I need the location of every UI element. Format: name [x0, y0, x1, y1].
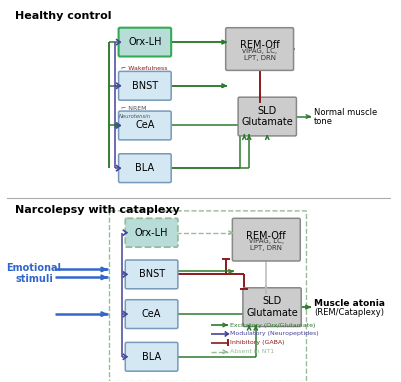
- FancyBboxPatch shape: [119, 71, 171, 100]
- Text: BLA: BLA: [135, 163, 154, 173]
- FancyBboxPatch shape: [232, 218, 300, 261]
- Text: ⌐ Wakefulness: ⌐ Wakefulness: [121, 66, 168, 71]
- FancyBboxPatch shape: [238, 97, 296, 136]
- Text: BNST: BNST: [138, 269, 165, 279]
- Text: Absent in NT1: Absent in NT1: [230, 349, 274, 354]
- Text: Normal muscle: Normal muscle: [314, 108, 377, 117]
- FancyBboxPatch shape: [119, 154, 171, 183]
- Text: ⌐ NREM: ⌐ NREM: [121, 105, 146, 111]
- Text: Modulatory (Neuropeptides): Modulatory (Neuropeptides): [230, 332, 319, 337]
- Text: vlPAG, LC,
LPT, DRN: vlPAG, LC, LPT, DRN: [249, 238, 284, 251]
- Text: Orx-LH: Orx-LH: [135, 228, 168, 238]
- FancyBboxPatch shape: [243, 288, 301, 327]
- FancyBboxPatch shape: [125, 260, 178, 289]
- Text: Muscle atonia: Muscle atonia: [314, 299, 385, 308]
- Text: Neurotensin: Neurotensin: [119, 113, 151, 118]
- FancyBboxPatch shape: [125, 218, 178, 247]
- FancyBboxPatch shape: [119, 111, 171, 140]
- FancyBboxPatch shape: [226, 28, 294, 70]
- Text: vlPAG, LC,
LPT, DRN: vlPAG, LC, LPT, DRN: [242, 47, 277, 60]
- FancyBboxPatch shape: [119, 28, 171, 57]
- Text: Healthy control: Healthy control: [15, 11, 111, 21]
- Text: BLA: BLA: [142, 352, 161, 362]
- Text: Emotional
stimuli: Emotional stimuli: [6, 262, 61, 284]
- Text: (REM/Cataplexy): (REM/Cataplexy): [314, 308, 384, 317]
- Text: Narcolepsy with cataplexy: Narcolepsy with cataplexy: [15, 205, 180, 215]
- Text: CeA: CeA: [135, 120, 154, 131]
- Text: SLD
Glutamate: SLD Glutamate: [246, 296, 298, 318]
- Text: Excitatory (Orx/Glutamate): Excitatory (Orx/Glutamate): [230, 322, 315, 327]
- Text: REM-Off: REM-Off: [240, 40, 279, 50]
- Text: Orx-LH: Orx-LH: [128, 37, 162, 47]
- Text: BNST: BNST: [132, 81, 158, 91]
- Text: REM-Off: REM-Off: [247, 231, 286, 241]
- Text: tone: tone: [314, 117, 333, 126]
- FancyBboxPatch shape: [125, 300, 178, 329]
- FancyBboxPatch shape: [125, 342, 178, 371]
- Text: SLD
Glutamate: SLD Glutamate: [241, 106, 293, 127]
- Text: Inhibitory (GABA): Inhibitory (GABA): [230, 340, 284, 345]
- Text: CeA: CeA: [142, 309, 161, 319]
